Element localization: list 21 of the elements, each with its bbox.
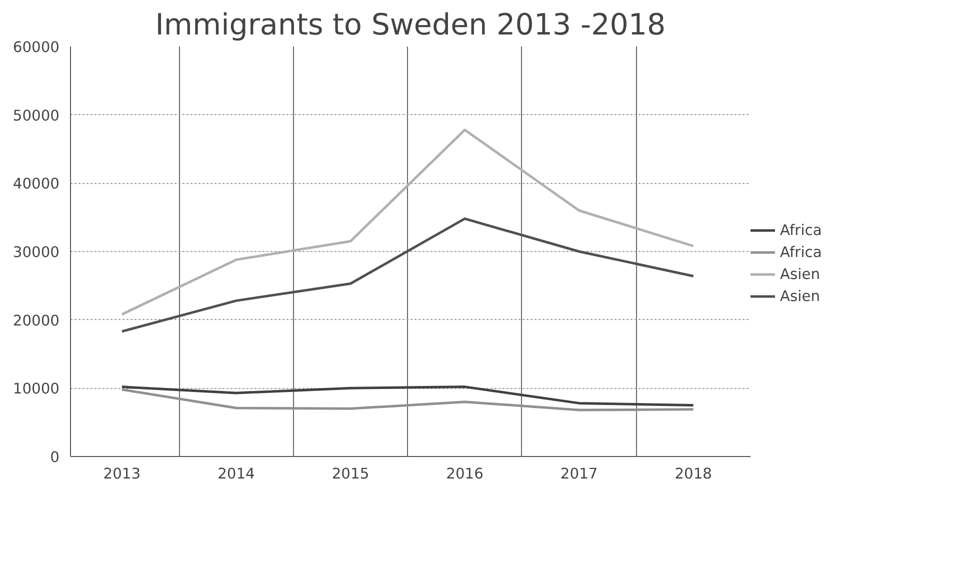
x-tick-label: 2015: [332, 466, 370, 482]
line-series: [120, 128, 695, 316]
chart-title: Immigrants to Sweden 2013 -2018: [155, 8, 666, 42]
y-tick-label: 20000: [12, 312, 60, 330]
x-tick-label: 2014: [218, 466, 255, 482]
y-tick-label: 0: [50, 449, 60, 466]
x-tick-label: 2017: [560, 466, 598, 482]
line-series: [120, 386, 695, 406]
legend-label: Asien: [780, 266, 820, 282]
y-tick-label: 10000: [12, 380, 60, 398]
y-tick-label: 40000: [12, 176, 60, 193]
x-tick-label: 2018: [674, 466, 712, 482]
y-tick-label: 50000: [12, 107, 60, 124]
x-tick-label: 2016: [446, 466, 484, 482]
y-tick-label: 30000: [12, 244, 60, 261]
x-tick-label: 2013: [103, 466, 141, 482]
legend-label: Asien: [780, 288, 820, 304]
y-tick-label: 60000: [12, 39, 60, 56]
line-series: [120, 217, 695, 333]
legend-label: Africa: [780, 244, 822, 260]
legend-label: Africa: [780, 222, 822, 238]
